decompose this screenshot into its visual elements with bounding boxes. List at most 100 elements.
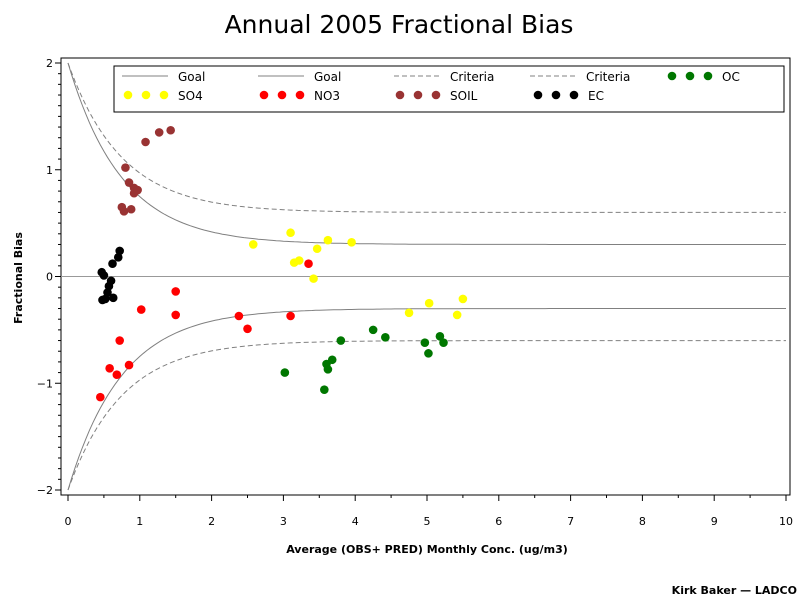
plot-area — [60, 57, 791, 496]
data-point — [327, 355, 337, 365]
axis-ticks: 0 1 2 3 4 5 6 7 8 9 10 −2 −1 0 1 2 — [37, 57, 793, 528]
legend-marker — [667, 71, 677, 81]
data-point — [243, 324, 252, 334]
legend-label: Criteria — [586, 70, 630, 84]
legend-label: NO3 — [314, 89, 340, 103]
data-point — [458, 294, 468, 304]
goal-curve — [67, 62, 786, 245]
legend-item-oc: OC — [667, 70, 740, 84]
data-point — [294, 256, 304, 265]
data-point — [119, 207, 129, 216]
data-point — [404, 308, 414, 318]
data-point — [141, 137, 150, 147]
data-point — [99, 271, 109, 280]
data-point — [368, 325, 378, 335]
data-point — [115, 336, 124, 345]
x-tick-label: 2 — [208, 515, 215, 528]
legend-marker — [703, 71, 713, 81]
x-tick-label: 5 — [424, 515, 431, 528]
legend-label: EC — [588, 89, 604, 103]
legend-marker — [295, 90, 305, 100]
data-point — [121, 163, 130, 172]
data-point — [435, 331, 445, 341]
data-point — [105, 364, 114, 373]
criteria-curve — [67, 62, 786, 213]
legend-item-no3: NO3 — [259, 89, 340, 103]
data-point — [439, 338, 448, 347]
y-tick-label: 0 — [46, 271, 53, 284]
series-ec — [97, 246, 124, 305]
data-point — [124, 360, 134, 370]
data-point — [304, 259, 313, 268]
data-point — [166, 125, 175, 135]
legend-box — [113, 65, 785, 113]
legend-label: Goal — [178, 70, 205, 84]
data-point — [133, 185, 142, 195]
legend-marker — [431, 90, 441, 100]
data-point — [381, 333, 390, 342]
data-point — [106, 276, 116, 286]
y-axis-label: Fractional Bias — [12, 232, 25, 324]
data-point — [323, 235, 333, 245]
criteria-curve — [67, 340, 786, 491]
data-point — [286, 228, 295, 238]
chart-title: Annual 2005 Fractional Bias — [225, 10, 574, 39]
data-point — [113, 252, 123, 262]
x-tick-label: 0 — [65, 515, 72, 528]
x-tick-label: 1 — [136, 515, 143, 528]
data-point — [171, 287, 180, 296]
legend-label: OC — [722, 70, 740, 84]
legend-marker — [277, 90, 287, 100]
data-point — [136, 305, 146, 314]
x-tick-label: 4 — [352, 515, 359, 528]
x-axis-label: Average (OBS+ PRED) Monthly Conc. (ug/m3… — [286, 543, 568, 556]
goal-curve — [67, 308, 786, 491]
legend-label: Goal — [314, 70, 341, 84]
legend-item-ec: EC — [533, 89, 604, 103]
legend-marker — [123, 90, 133, 100]
data-point — [112, 370, 122, 380]
x-tick-label: 10 — [779, 515, 793, 528]
data-point — [115, 246, 124, 256]
data-point — [234, 311, 244, 321]
credit-footer: Kirk Baker — LADCO — [672, 584, 797, 597]
data-point — [312, 244, 322, 254]
data-point — [452, 310, 462, 320]
legend-marker — [395, 90, 405, 100]
x-tick-label: 9 — [711, 515, 718, 528]
data-point — [323, 365, 333, 374]
legend-marker — [159, 90, 169, 100]
data-point — [248, 240, 258, 249]
data-point — [424, 349, 433, 358]
data-point — [347, 238, 356, 247]
data-point — [96, 392, 105, 402]
legend-label: SOIL — [450, 89, 478, 103]
legend-marker — [533, 90, 543, 100]
data-point — [103, 288, 112, 297]
legend-marker — [141, 90, 151, 100]
y-tick-label: −1 — [37, 377, 53, 390]
data-point — [108, 259, 117, 268]
legend-marker — [685, 71, 695, 81]
data-point — [286, 311, 295, 321]
legend-marker — [551, 90, 561, 100]
legend: Goal Goal Criteria Criteria SO4 NO3 SOIL EC OC — [113, 65, 785, 113]
legend-marker — [413, 90, 423, 100]
data-point — [108, 293, 118, 303]
legend-item-so4: SO4 — [123, 89, 203, 103]
series-soil — [117, 125, 175, 216]
data-point — [154, 128, 164, 137]
series-no3 — [96, 259, 313, 402]
data-point — [126, 204, 136, 214]
legend-label: SO4 — [178, 89, 203, 103]
data-point — [424, 298, 434, 308]
x-tick-label: 6 — [495, 515, 502, 528]
data-points — [96, 125, 468, 402]
legend-label: Criteria — [450, 70, 494, 84]
x-tick-label: 7 — [567, 515, 574, 528]
y-tick-label: 2 — [46, 57, 53, 70]
series-so4 — [248, 228, 468, 320]
y-tick-label: 1 — [46, 164, 53, 177]
x-tick-label: 3 — [280, 515, 287, 528]
